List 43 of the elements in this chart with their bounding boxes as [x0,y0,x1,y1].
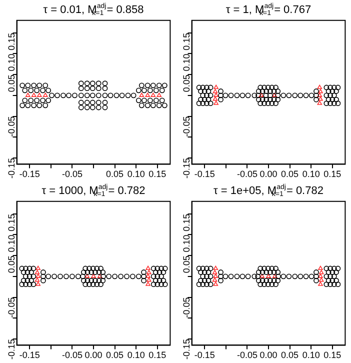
x-tick-label: 0.05 [106,350,124,360]
y-tick-label: -0.05 [181,116,192,137]
x-tick-label: 0.00 [84,350,102,360]
y-tick-label: 0.15 [181,32,192,50]
x-tick-label: 0.15 [148,169,166,180]
chart-title: τ = 1000, M$^{adj}$$_{k=1}$ = 0.782 [40,182,146,198]
y-tick-label: -0.05 [6,297,16,318]
x-tick-label: 0.00 [260,350,278,360]
y-tick-label: 0.05 [6,74,16,92]
x-tick-label: 0.05 [106,169,124,180]
y-tick-label: -0.05 [181,297,192,318]
x-tick-label: 0.05 [281,350,299,360]
y-tick-label: 0.05 [181,256,192,274]
x-tick-label: 0.10 [127,169,145,180]
x-tick-label: -0.05 [236,350,258,360]
x-tick-label: 0.15 [324,169,342,180]
x-tick-label: -0.15 [194,169,215,180]
x-tick-label: -0.15 [19,350,40,360]
y-tick-label: 0.05 [6,256,16,274]
x-tick-label: -0.15 [194,350,215,360]
x-tick-label: 0.15 [148,350,166,360]
y-tick-label: 0.15 [181,214,192,232]
y-tick-label: 0.05 [181,74,192,92]
chart-title: τ = 0.01, M$^{adj}$$_{k=1}$ = 0.858 [42,2,145,17]
y-tick-label: 0.10 [181,54,192,72]
x-tick-label: -0.05 [236,169,258,180]
x-tick-label: -0.05 [62,350,82,360]
x-tick-label: -0.15 [19,169,40,180]
y-tick-label: 0.10 [181,234,192,252]
y-tick-label: 0.10 [6,234,16,252]
x-tick-label: 0.10 [302,350,320,360]
chart-title: τ = 1e+05, M$^{adj}$$_{k=1}$ = 0.782 [212,182,324,198]
x-tick-label: 0.10 [302,169,320,180]
y-tick-label: 0.15 [6,32,16,50]
y-tick-label: -0.05 [6,116,16,137]
x-tick-label: -0.05 [62,169,82,180]
y-tick-label: 0.15 [6,214,16,232]
x-tick-label: 0.05 [281,169,299,180]
x-tick-label: 0.00 [260,169,278,180]
x-tick-label: 0.15 [324,350,342,360]
x-tick-label: 0.10 [127,350,145,360]
y-tick-label: 0.10 [6,54,16,72]
chart-title: τ = 1, M$^{adj}$$_{k=1}$ = 0.767 [224,2,312,17]
